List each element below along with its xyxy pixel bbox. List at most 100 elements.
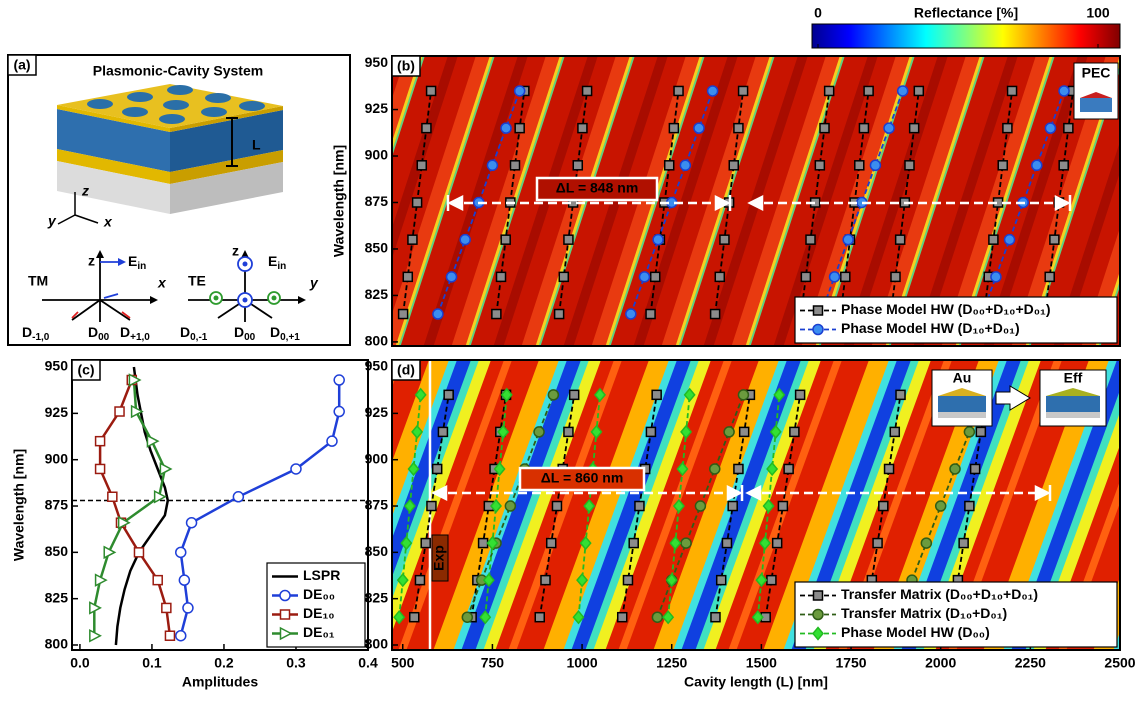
data-point bbox=[552, 502, 561, 511]
data-point bbox=[790, 427, 799, 436]
data-point bbox=[160, 463, 171, 474]
data-point bbox=[462, 612, 472, 622]
data-point bbox=[183, 603, 193, 613]
data-point bbox=[427, 86, 436, 95]
legend-marker bbox=[813, 610, 823, 620]
data-point bbox=[433, 309, 443, 319]
legend-label: Transfer Matrix (D₀₀+D₁₀+D₀₁) bbox=[841, 586, 1038, 602]
inset-label: PEC bbox=[1082, 65, 1111, 81]
data-point bbox=[1032, 160, 1042, 170]
data-point bbox=[1005, 235, 1015, 245]
data-point bbox=[715, 272, 724, 281]
data-point bbox=[417, 161, 426, 170]
panel-label: (c) bbox=[77, 362, 94, 378]
data-point bbox=[841, 272, 850, 281]
data-point bbox=[1003, 124, 1012, 133]
data-point bbox=[564, 235, 573, 244]
data-point bbox=[728, 502, 737, 511]
data-point bbox=[820, 124, 829, 133]
order-sub: -1,0 bbox=[32, 332, 50, 343]
te-label: TE bbox=[188, 273, 206, 289]
data-point bbox=[898, 86, 908, 96]
data-point bbox=[501, 235, 510, 244]
x-tick-label: 1500 bbox=[746, 655, 777, 671]
data-point bbox=[859, 124, 868, 133]
data-point bbox=[740, 427, 749, 436]
data-point bbox=[896, 235, 905, 244]
legend-marker bbox=[814, 591, 823, 600]
data-point bbox=[497, 272, 506, 281]
data-point bbox=[959, 539, 968, 548]
y-tick-label: 800 bbox=[365, 636, 389, 652]
colorbar-label: Reflectance [%] bbox=[914, 5, 1018, 21]
data-point bbox=[444, 390, 453, 399]
data-point bbox=[583, 86, 592, 95]
x-tick-label: 500 bbox=[391, 655, 415, 671]
x-tick-label: 1750 bbox=[835, 655, 866, 671]
data-point bbox=[460, 235, 470, 245]
data-point bbox=[669, 124, 678, 133]
annotation: ΔL = 848 nm bbox=[556, 180, 639, 196]
data-point bbox=[651, 272, 660, 281]
data-point bbox=[739, 86, 748, 95]
order-sub: +1,0 bbox=[130, 332, 150, 343]
data-point bbox=[629, 539, 638, 548]
data-point bbox=[1008, 86, 1017, 95]
data-point bbox=[447, 272, 457, 282]
data-point bbox=[547, 539, 556, 548]
data-point bbox=[334, 375, 344, 385]
data-point bbox=[665, 161, 674, 170]
legend-label: DE₁₀ bbox=[303, 605, 335, 621]
data-point bbox=[965, 502, 974, 511]
x-tick-label: 1250 bbox=[656, 655, 687, 671]
order-sub: 0,-1 bbox=[190, 332, 208, 343]
legend-label: DE₀₀ bbox=[303, 586, 335, 602]
data-point bbox=[694, 123, 704, 133]
data-point bbox=[806, 235, 815, 244]
y-tick-label: 850 bbox=[365, 543, 389, 559]
data-point bbox=[233, 492, 243, 502]
data-point bbox=[720, 235, 729, 244]
data-point bbox=[653, 235, 663, 245]
y-tick-label: 950 bbox=[365, 358, 389, 374]
data-point bbox=[870, 160, 880, 170]
data-point bbox=[652, 390, 661, 399]
data-point bbox=[729, 161, 738, 170]
axis-x: x bbox=[103, 214, 113, 230]
data-point bbox=[578, 124, 587, 133]
panel-label: (a) bbox=[13, 57, 30, 73]
data-point bbox=[738, 390, 748, 400]
data-point bbox=[1064, 124, 1073, 133]
x-axis-label: Amplitudes bbox=[182, 674, 258, 690]
data-point bbox=[890, 427, 899, 436]
series-line bbox=[94, 380, 165, 636]
data-point bbox=[153, 576, 162, 585]
data-point bbox=[399, 310, 408, 319]
legend-label: Phase Model HW (D₀₀) bbox=[841, 624, 990, 640]
y-tick-label: 825 bbox=[45, 589, 69, 605]
e-sub: in bbox=[137, 261, 146, 272]
legend-label: Phase Model HW (D₀₀+D₁₀+D₀₁) bbox=[841, 301, 1051, 317]
panel-label: (d) bbox=[397, 362, 415, 378]
data-point bbox=[410, 613, 419, 622]
tm-label: TM bbox=[28, 273, 48, 289]
data-point bbox=[695, 501, 705, 511]
data-point bbox=[976, 427, 985, 436]
data-point bbox=[914, 86, 923, 95]
e-base: E bbox=[128, 253, 137, 269]
data-point bbox=[998, 161, 1007, 170]
series-line bbox=[100, 380, 170, 636]
order-base: D bbox=[22, 324, 32, 340]
data-point bbox=[885, 464, 894, 473]
data-point bbox=[438, 427, 447, 436]
y-axis-label: Wavelength [nm] bbox=[11, 449, 27, 561]
legend-marker bbox=[814, 306, 823, 315]
data-point bbox=[635, 502, 644, 511]
data-point bbox=[505, 501, 515, 511]
data-point bbox=[541, 576, 550, 585]
thickness-label: L bbox=[252, 137, 261, 153]
data-point bbox=[433, 464, 442, 473]
y-tick-label: 825 bbox=[365, 286, 389, 302]
diagram-title: Plasmonic-Cavity System bbox=[93, 63, 263, 79]
data-point bbox=[334, 407, 344, 417]
